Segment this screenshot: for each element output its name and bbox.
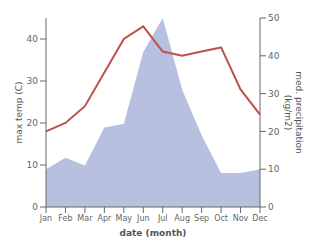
svg-text:Jul: Jul [157,214,168,223]
svg-text:max temp (C): max temp (C) [14,81,24,143]
svg-text:40: 40 [27,34,39,44]
svg-text:0: 0 [32,202,38,212]
svg-text:20: 20 [27,118,39,128]
svg-text:10: 10 [27,160,39,170]
svg-text:10: 10 [268,164,280,174]
svg-text:Jun: Jun [136,214,150,223]
svg-text:med. precipitation(kg/m2): med. precipitation(kg/m2) [283,71,304,153]
svg-text:Oct: Oct [214,214,228,223]
svg-text:Dec: Dec [252,214,267,223]
svg-text:20: 20 [268,127,280,137]
svg-text:50: 50 [268,13,280,23]
svg-text:30: 30 [268,89,280,99]
svg-text:Aug: Aug [174,214,190,223]
svg-text:Nov: Nov [233,214,249,223]
svg-text:Apr: Apr [97,214,112,223]
svg-text:Sep: Sep [194,214,209,223]
svg-text:0: 0 [268,202,274,212]
svg-text:30: 30 [27,76,39,86]
svg-text:Jan: Jan [39,214,52,223]
svg-text:May: May [116,214,133,223]
svg-text:Mar: Mar [77,214,93,223]
svg-text:40: 40 [268,51,280,61]
svg-text:Feb: Feb [58,214,72,223]
svg-text:date (month): date (month) [120,228,187,238]
